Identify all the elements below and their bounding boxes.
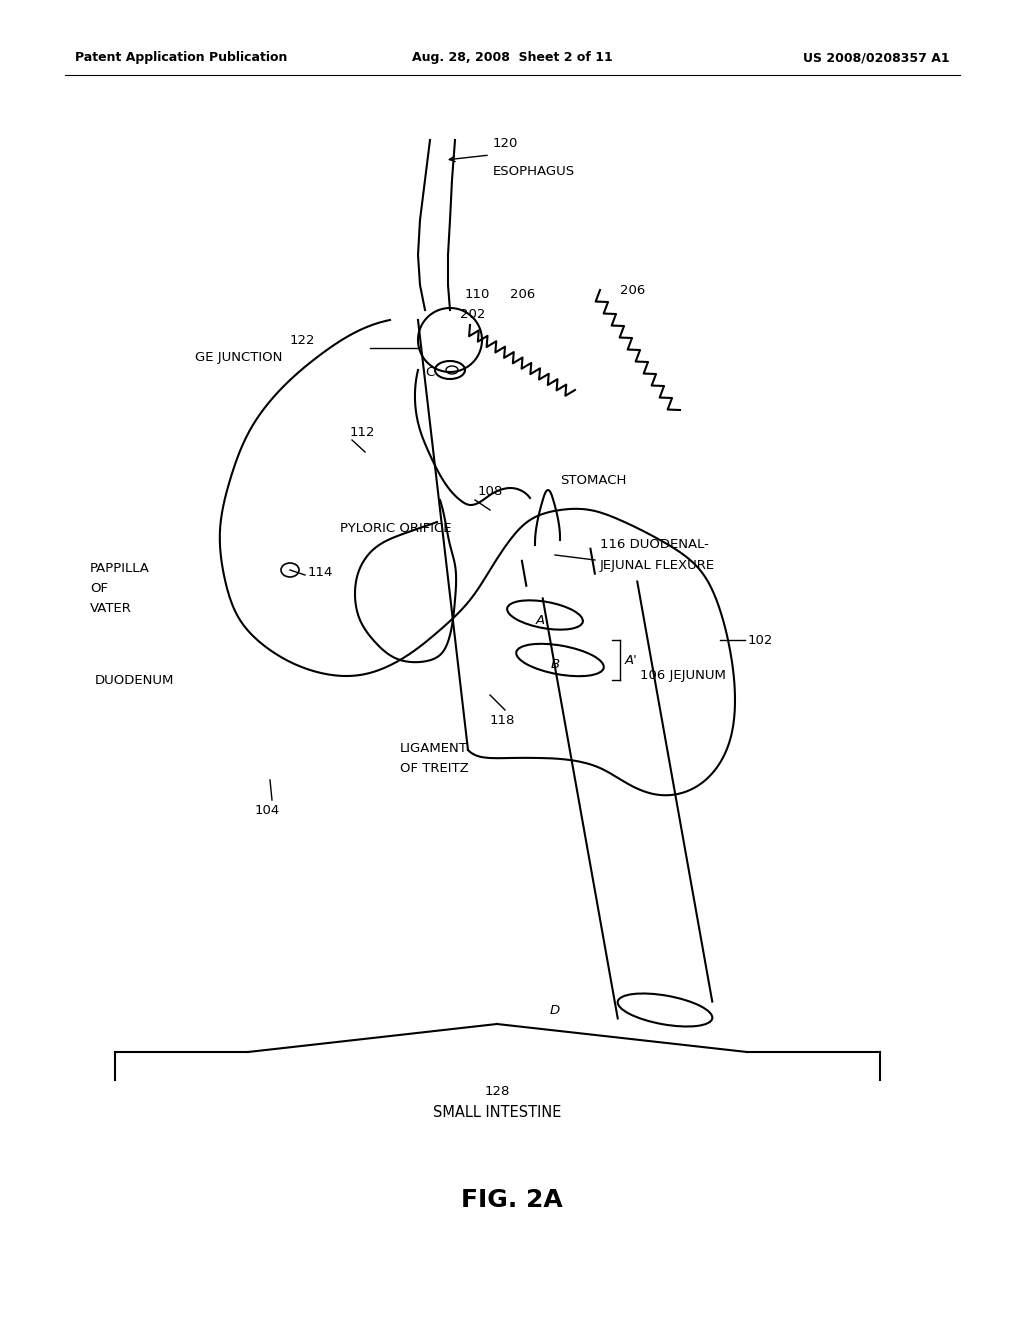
Text: STOMACH: STOMACH <box>560 474 627 487</box>
Text: Aug. 28, 2008  Sheet 2 of 11: Aug. 28, 2008 Sheet 2 of 11 <box>412 51 612 65</box>
Text: 102: 102 <box>748 634 773 647</box>
Text: ESOPHAGUS: ESOPHAGUS <box>493 165 575 178</box>
Text: B: B <box>551 657 559 671</box>
Text: 202: 202 <box>460 309 485 322</box>
Text: D: D <box>550 1003 560 1016</box>
Ellipse shape <box>446 366 458 374</box>
Text: 116 DUODENAL-: 116 DUODENAL- <box>600 539 709 552</box>
Text: US 2008/0208357 A1: US 2008/0208357 A1 <box>804 51 950 65</box>
Text: A': A' <box>625 653 638 667</box>
Text: 120: 120 <box>493 137 518 150</box>
Text: 206: 206 <box>510 289 536 301</box>
Text: 104: 104 <box>255 804 281 817</box>
Text: 112: 112 <box>350 425 376 438</box>
Text: FIG. 2A: FIG. 2A <box>461 1188 563 1212</box>
Text: LIGAMENT: LIGAMENT <box>400 742 468 755</box>
Text: 110: 110 <box>465 289 490 301</box>
Text: 128: 128 <box>484 1085 510 1098</box>
Text: OF TREITZ: OF TREITZ <box>400 762 469 775</box>
Text: VATER: VATER <box>90 602 132 615</box>
Text: C: C <box>425 366 434 379</box>
Text: DUODENUM: DUODENUM <box>95 673 174 686</box>
Text: 114: 114 <box>308 566 334 579</box>
Text: 118: 118 <box>490 714 515 726</box>
Text: JEJUNAL FLEXURE: JEJUNAL FLEXURE <box>600 558 715 572</box>
Text: GE JUNCTION: GE JUNCTION <box>195 351 283 364</box>
Text: Patent Application Publication: Patent Application Publication <box>75 51 288 65</box>
Text: 206: 206 <box>620 284 645 297</box>
Text: OF: OF <box>90 582 108 594</box>
Text: PAPPILLA: PAPPILLA <box>90 561 150 574</box>
Text: 108: 108 <box>478 484 503 498</box>
Text: SMALL INTESTINE: SMALL INTESTINE <box>433 1105 561 1119</box>
Text: A: A <box>536 614 545 627</box>
Text: PYLORIC ORIFICE: PYLORIC ORIFICE <box>340 521 452 535</box>
Text: 106 JEJUNUM: 106 JEJUNUM <box>640 668 726 681</box>
Text: 122: 122 <box>290 334 315 346</box>
